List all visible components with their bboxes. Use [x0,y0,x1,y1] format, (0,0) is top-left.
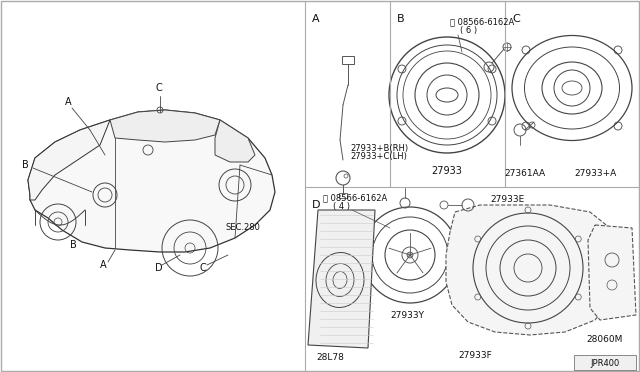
Polygon shape [215,120,255,162]
Text: 27933+C(LH): 27933+C(LH) [350,153,407,161]
Text: C: C [155,83,162,93]
Text: 27933+A: 27933+A [574,170,616,179]
Text: JPR400: JPR400 [590,359,620,368]
Text: 27933E: 27933E [490,196,524,205]
Text: B: B [397,14,404,24]
Polygon shape [110,110,220,142]
Text: D: D [155,263,163,273]
Text: ( 4 ): ( 4 ) [333,202,350,212]
Text: A: A [65,97,72,107]
Polygon shape [28,110,275,252]
Text: 27361AA: 27361AA [504,170,545,179]
Text: 28060M: 28060M [587,336,623,344]
Text: 27933Y: 27933Y [390,311,424,320]
Text: ( 6 ): ( 6 ) [460,26,477,35]
Text: C: C [512,14,520,24]
Text: Ⓢ 08566-6162A: Ⓢ 08566-6162A [323,193,387,202]
Bar [342,56,354,64]
Text: Ⓢ 08566-6162A: Ⓢ 08566-6162A [450,17,515,26]
Text: C: C [200,263,207,273]
Polygon shape [28,120,110,200]
Bar [574,355,636,370]
Text: A: A [100,260,107,270]
Text: 27933F: 27933F [458,350,492,359]
Polygon shape [308,210,375,348]
Polygon shape [588,225,636,320]
Text: SEC.280: SEC.280 [225,224,260,232]
Text: B: B [22,160,29,170]
Text: D: D [312,200,321,210]
Text: 27933: 27933 [431,166,463,176]
Text: 27933+B(RH): 27933+B(RH) [350,144,408,153]
Bar [339,193,347,198]
Circle shape [407,252,413,258]
Text: B: B [70,240,77,250]
Text: A: A [312,14,319,24]
Text: 28L78: 28L78 [316,353,344,362]
Polygon shape [446,205,620,335]
